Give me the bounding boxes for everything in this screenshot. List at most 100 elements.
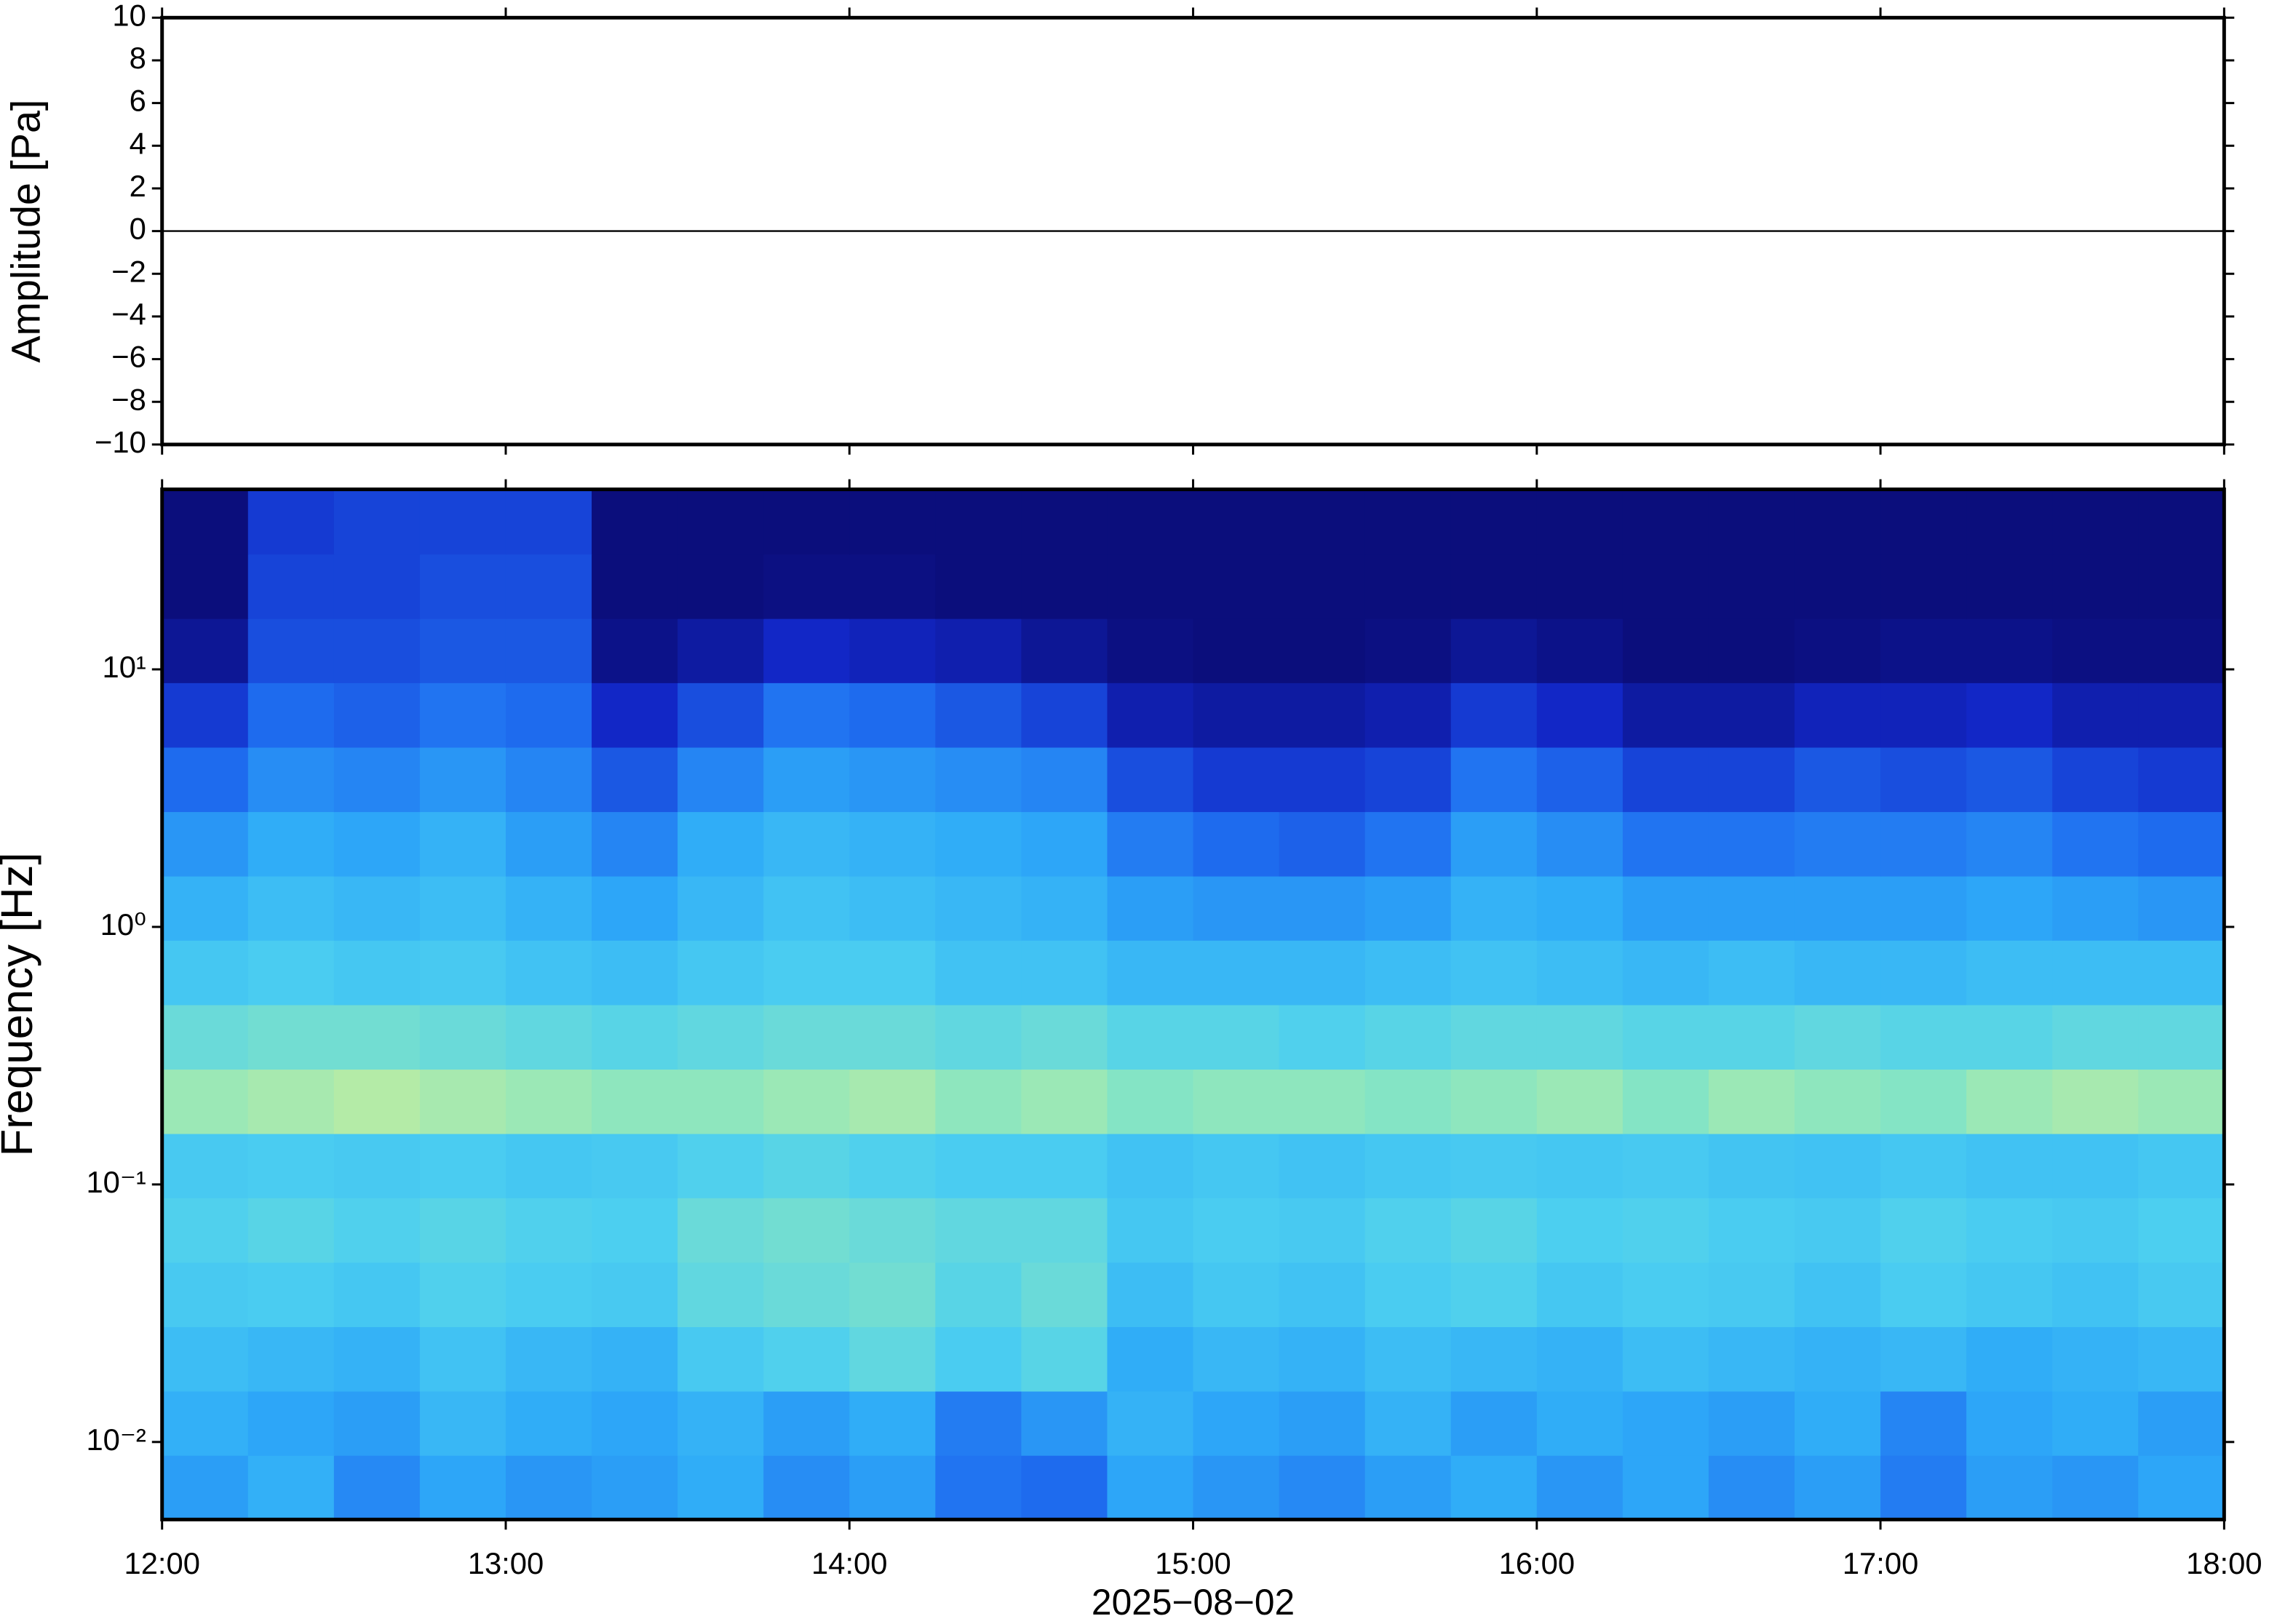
heatmap-cell bbox=[592, 875, 679, 941]
heatmap-cell bbox=[505, 875, 593, 941]
heatmap-cell bbox=[1450, 811, 1538, 877]
heatmap-cell bbox=[162, 618, 249, 683]
heatmap-cell bbox=[1536, 1454, 1624, 1521]
heatmap-cell bbox=[935, 1069, 1022, 1134]
heatmap-cell bbox=[419, 682, 506, 748]
y-tick-label: 8 bbox=[130, 41, 146, 75]
y-tick-label: 10¹ bbox=[102, 650, 146, 684]
heatmap-cell bbox=[1880, 747, 1968, 813]
heatmap-cell bbox=[2052, 1390, 2139, 1456]
heatmap-cell bbox=[333, 682, 421, 748]
heatmap-cell bbox=[162, 1262, 249, 1328]
heatmap-cell bbox=[1622, 811, 1709, 877]
heatmap-cell bbox=[505, 489, 593, 555]
heatmap-cell bbox=[1795, 682, 1882, 748]
heatmap-cell bbox=[1880, 939, 1968, 1006]
heatmap-cell bbox=[1107, 1390, 1194, 1456]
heatmap-cell bbox=[247, 811, 335, 877]
heatmap-cell bbox=[677, 1197, 765, 1263]
heatmap-cell bbox=[1193, 1326, 1280, 1392]
heatmap-cell bbox=[505, 747, 593, 813]
heatmap-cell bbox=[935, 1454, 1022, 1521]
heatmap-cell bbox=[1107, 554, 1194, 619]
heatmap-cell bbox=[1966, 747, 2054, 813]
heatmap-cell bbox=[592, 1133, 679, 1198]
heatmap-cell bbox=[1450, 747, 1538, 813]
heatmap-cell bbox=[162, 1069, 249, 1134]
heatmap-cell bbox=[1966, 875, 2054, 941]
heatmap-cell bbox=[1536, 1197, 1624, 1263]
heatmap-cell bbox=[505, 682, 593, 748]
heatmap-cell bbox=[1880, 811, 1968, 877]
heatmap-cell bbox=[2138, 1454, 2225, 1521]
heatmap-cell bbox=[1708, 1326, 1796, 1392]
heatmap-cell bbox=[677, 939, 765, 1006]
heatmap-cell bbox=[2138, 554, 2225, 619]
heatmap-cell bbox=[1795, 811, 1882, 877]
heatmap-cell bbox=[1193, 1262, 1280, 1328]
x-tick-label: 13:00 bbox=[468, 1546, 544, 1580]
heatmap-cell bbox=[763, 489, 851, 555]
heatmap-cell bbox=[1279, 489, 1366, 555]
heatmap-cell bbox=[763, 1454, 851, 1521]
heatmap-cell bbox=[1364, 1197, 1452, 1263]
heatmap-cell bbox=[162, 489, 249, 555]
heatmap-cell bbox=[935, 1262, 1022, 1328]
heatmap-cell bbox=[1880, 875, 1968, 941]
x-tick-label: 16:00 bbox=[1499, 1546, 1575, 1580]
heatmap-cell bbox=[2138, 1069, 2225, 1134]
heatmap-cell bbox=[1622, 1004, 1709, 1070]
heatmap-cell bbox=[1622, 747, 1709, 813]
heatmap-cell bbox=[677, 811, 765, 877]
y-tick-label: −6 bbox=[111, 340, 146, 374]
heatmap-cell bbox=[1021, 811, 1108, 877]
x-tick-label: 12:00 bbox=[124, 1546, 199, 1580]
heatmap-cell bbox=[1880, 1133, 1968, 1198]
heatmap-cell bbox=[1364, 489, 1452, 555]
heatmap-cell bbox=[1966, 1133, 2054, 1198]
heatmap-cell bbox=[419, 1197, 506, 1263]
heatmap-cell bbox=[247, 1454, 335, 1521]
heatmap-cell bbox=[849, 875, 937, 941]
heatmap-cell bbox=[1795, 1326, 1882, 1392]
heatmap-cell bbox=[1107, 875, 1194, 941]
heatmap-cell bbox=[1021, 939, 1108, 1006]
heatmap-cell bbox=[1795, 554, 1882, 619]
heatmap-cell bbox=[162, 1454, 249, 1521]
heatmap-cell bbox=[935, 554, 1022, 619]
heatmap-cell bbox=[1795, 1390, 1882, 1456]
heatmap-cell bbox=[2052, 747, 2139, 813]
heatmap-cell bbox=[1107, 1069, 1194, 1134]
heatmap-cell bbox=[247, 554, 335, 619]
heatmap-cell bbox=[1622, 1133, 1709, 1198]
heatmap-cell bbox=[1279, 1454, 1366, 1521]
heatmap-cell bbox=[247, 1133, 335, 1198]
y-tick-label: −8 bbox=[111, 382, 146, 416]
heatmap-cell bbox=[1708, 1133, 1796, 1198]
heatmap-cell bbox=[2138, 1004, 2225, 1070]
heatmap-cell bbox=[247, 1069, 335, 1134]
heatmap-cell bbox=[333, 1197, 421, 1263]
heatmap-cell bbox=[1622, 682, 1709, 748]
heatmap-cell bbox=[419, 747, 506, 813]
heatmap-cell bbox=[505, 1004, 593, 1070]
heatmap-cell bbox=[1193, 875, 1280, 941]
heatmap-cell bbox=[1193, 1133, 1280, 1198]
heatmap-cell bbox=[1364, 682, 1452, 748]
heatmap-cell bbox=[2052, 1262, 2139, 1328]
heatmap-cell bbox=[1536, 489, 1624, 555]
heatmap-cell bbox=[1708, 875, 1796, 941]
heatmap-cell bbox=[1795, 489, 1882, 555]
heatmap-cell bbox=[1795, 747, 1882, 813]
heatmap-cell bbox=[592, 618, 679, 683]
heatmap-cell bbox=[1193, 489, 1280, 555]
heatmap-cell bbox=[505, 939, 593, 1006]
heatmap-cell bbox=[247, 682, 335, 748]
heatmap-cell bbox=[1450, 1390, 1538, 1456]
heatmap-cell bbox=[1880, 489, 1968, 555]
heatmap-cell bbox=[1364, 1133, 1452, 1198]
heatmap-cell bbox=[419, 1326, 506, 1392]
heatmap-cell bbox=[677, 875, 765, 941]
heatmap-cell bbox=[2138, 1197, 2225, 1263]
heatmap-cell bbox=[162, 939, 249, 1006]
